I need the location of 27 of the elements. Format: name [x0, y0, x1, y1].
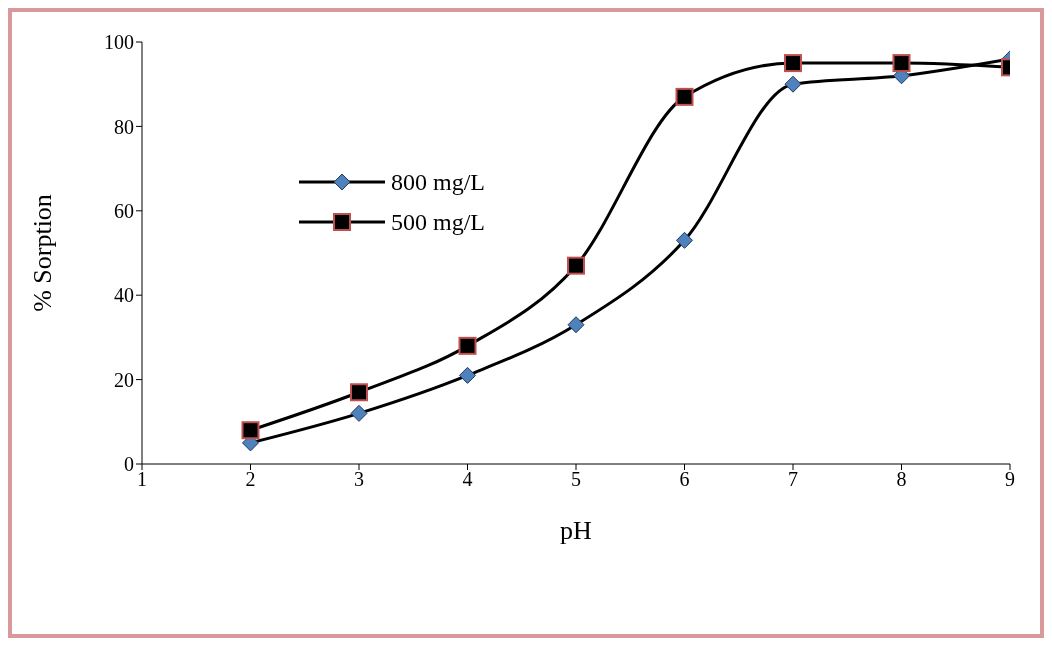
x-tick-label: 5: [571, 468, 581, 491]
x-axis-title: pH: [560, 516, 593, 545]
point: [350, 383, 368, 402]
page-border: 800 mg/L 500 mg/L 1 2 3 4 5 6 7 8 9 pH 0 20 40 60 80 100 % Sorption: [8, 8, 1044, 638]
y-tick-label: 40: [114, 284, 134, 307]
point: [241, 421, 260, 440]
x-tick-label: 6: [679, 468, 690, 491]
y-axis-title: % Sorption: [28, 194, 58, 312]
point: [892, 54, 911, 73]
x-tick-label: 3: [354, 468, 364, 491]
x-tick-label: 2: [245, 468, 256, 491]
y-tick-label: 100: [104, 31, 134, 54]
x-tick-label: 4: [462, 468, 473, 491]
legend-label: 800 mg/L: [391, 168, 485, 196]
x-tick-label: 7: [788, 468, 798, 491]
x-tick-label: 1: [137, 468, 147, 491]
y-tick-label: 80: [114, 115, 134, 138]
x-tick-label: 8: [896, 468, 907, 491]
y-tick-label: 20: [114, 368, 134, 391]
point: [567, 256, 585, 275]
y-tick-label: 60: [114, 199, 134, 222]
point: [458, 336, 477, 355]
point: [784, 54, 802, 73]
x-tick-label: 9: [1005, 468, 1015, 491]
legend-label: 500 mg/L: [391, 208, 485, 236]
point: [675, 87, 694, 106]
y-tick-label: 0: [124, 453, 134, 476]
